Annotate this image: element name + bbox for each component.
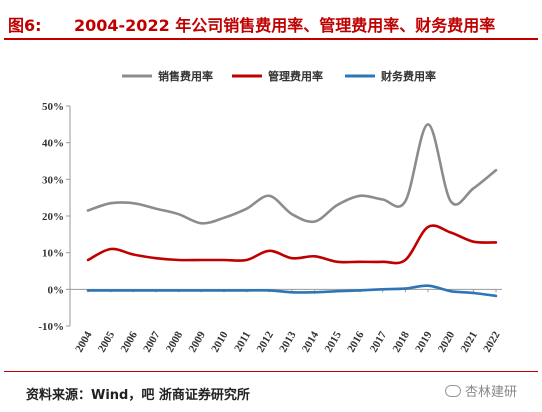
series-line-1 (86, 123, 498, 225)
watermark-text: 杏林建研 (465, 385, 518, 400)
x-tick-label: 2014 (300, 329, 322, 354)
x-tick-label: 2022 (481, 329, 503, 354)
x-tick-label: 2012 (255, 329, 277, 354)
figure-title: 2004-2022 年公司销售费用率、管理费用率、财务费用率 (74, 16, 496, 35)
figure-number: 图6: (8, 16, 42, 35)
y-tick-label: 30% (42, 174, 64, 186)
legend-label-1: 销售费用率 (158, 69, 213, 83)
y-tick-label: 0% (48, 284, 65, 296)
x-tick-label: 2006 (119, 329, 141, 354)
x-tick-label: 2021 (459, 330, 480, 355)
x-tick-label: 2008 (164, 329, 186, 354)
y-tick-label: 20% (42, 211, 64, 223)
x-tick-label: 2015 (323, 329, 345, 354)
footer-divider (4, 371, 538, 372)
x-tick-label: 2020 (436, 329, 458, 354)
title-divider (4, 38, 538, 40)
x-tick-label: 2013 (277, 329, 299, 354)
x-tick-label: 2017 (368, 329, 390, 354)
x-tick-label: 2004 (73, 329, 95, 354)
x-tick-label: 2010 (209, 329, 231, 354)
y-tick-label: -10% (38, 321, 64, 333)
figure-header: 图6: 2004-2022 年公司销售费用率、管理费用率、财务费用率 (0, 0, 542, 40)
series-line-3 (86, 284, 498, 298)
source-note: 资料来源：Wind，吧 浙商证券研究所 (26, 388, 250, 403)
x-tick-label: 2016 (345, 329, 367, 354)
x-tick-label: 2019 (413, 329, 435, 354)
y-tick-label: 10% (42, 248, 64, 260)
legend-label-2: 管理费用率 (268, 69, 323, 83)
watermark: 杏林建研 (445, 381, 517, 400)
y-tick-label: 50% (42, 101, 64, 113)
wechat-icon (445, 385, 461, 397)
line-chart: 销售费用率 管理费用率 财务费用率 -10% 0% 10% 20% 30% 40% 50% 2004… (38, 69, 503, 355)
x-tick-label: 2009 (187, 329, 209, 354)
legend-label-3: 财务费用率 (380, 69, 436, 83)
x-tick-label: 2011 (232, 330, 253, 355)
x-tick-label: 2018 (391, 329, 413, 354)
x-tick-label: 2005 (96, 329, 118, 354)
y-tick-label: 40% (42, 138, 64, 150)
series-line-2 (86, 224, 498, 265)
x-tick-label: 2007 (141, 329, 163, 354)
